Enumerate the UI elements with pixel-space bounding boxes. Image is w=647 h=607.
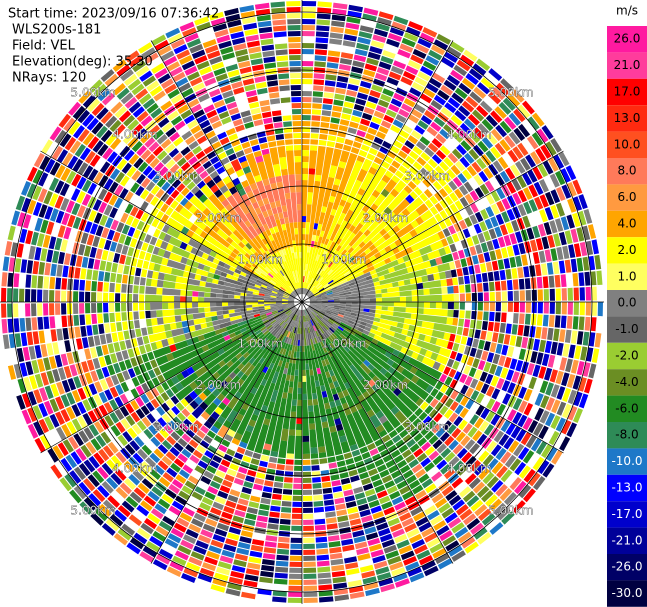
colorbar-label: 10.0: [614, 137, 641, 151]
colorbar-label: 6.0: [617, 190, 636, 204]
ring-label: 4.00km: [112, 462, 157, 476]
ring-label: 3.00km: [405, 420, 450, 434]
colorbar-label: 17.0: [614, 85, 641, 99]
ring-label: 1.00km: [321, 336, 366, 350]
colorbar-swatch: [607, 237, 647, 264]
ring-label: 5.00km: [71, 86, 116, 100]
range-grid: [0, 0, 604, 604]
colorbar-swatch: [607, 52, 647, 79]
colorbar-swatch: [607, 448, 647, 475]
colorbar-swatch: [607, 316, 647, 343]
colorbar-swatch: [607, 210, 647, 238]
ring-label: 5.00km: [488, 503, 533, 517]
colorbar-swatch: [607, 158, 647, 185]
ring-label: 2.00km: [196, 211, 241, 225]
colorbar-label: -1.0: [615, 322, 638, 336]
colorbar-label: -2.0: [615, 349, 638, 363]
colorbar-label: 1.0: [617, 269, 636, 283]
ring-label: 5.00km: [488, 86, 533, 100]
colorbar-swatch: [607, 395, 647, 422]
ring-label: 3.00km: [405, 169, 450, 183]
ring-label: 3.00km: [154, 169, 199, 183]
colorbar-swatch: [607, 78, 647, 106]
ring-label: 4.00km: [112, 127, 157, 141]
colorbar-swatch: [607, 263, 647, 290]
header-line: Start time: 2023/09/16 07:36:42: [8, 7, 219, 22]
colorbar-label: 4.0: [617, 217, 636, 231]
colorbar-swatch: [607, 342, 647, 370]
colorbar-swatch: [607, 527, 647, 554]
colorbar-label: 26.0: [614, 32, 641, 46]
radar-cells: [2, 5, 604, 597]
colorbar-swatch: [607, 580, 647, 607]
colorbar-label: -4.0: [615, 375, 638, 389]
colorbar-swatch: [607, 105, 647, 132]
radar-cells: [29, 1, 600, 593]
header-line: WLS200s-181: [12, 23, 101, 38]
radar-cells: [19, 7, 602, 591]
colorbar-label: -17.0: [611, 507, 642, 521]
ring-label: 3.00km: [154, 420, 199, 434]
ring-label: 5.00km: [71, 503, 116, 517]
colorbar-label: 21.0: [614, 58, 641, 72]
colorbar-label: -13.0: [611, 481, 642, 495]
colorbar-label: 13.0: [614, 111, 641, 125]
colorbar-swatch: [607, 554, 647, 581]
ring-label: 2.00km: [363, 378, 408, 392]
colorbar-label: -21.0: [611, 533, 642, 547]
azimuth-line: [150, 40, 454, 564]
ring-label: 4.00km: [446, 127, 491, 141]
radar-cells: [2, 32, 593, 597]
colorbar: m/s 26.0 21.0 17.0 13.0 10.0 8.0 6.0 4.0 2.0 1.0 0.…: [607, 4, 647, 607]
colorbar-swatch: [607, 422, 647, 449]
ring-label: 2.00km: [196, 378, 241, 392]
ring-label: 1.00km: [238, 253, 283, 267]
colorbar-swatch: [607, 184, 647, 211]
ring-label: 2.00km: [363, 211, 408, 225]
ring-label: 4.00km: [446, 462, 491, 476]
header-line: NRays: 120: [12, 71, 86, 86]
colorbar-unit: m/s: [616, 4, 638, 18]
colorbar-swatch: [607, 131, 647, 158]
colorbar-swatch: [607, 474, 647, 502]
colorbar-swatch: [607, 369, 647, 396]
radar-field: [1, 1, 604, 603]
colorbar-label: -8.0: [615, 428, 638, 442]
colorbar-swatch: [607, 26, 647, 53]
colorbar-label: 8.0: [617, 164, 636, 178]
colorbar-swatch: [607, 290, 647, 317]
colorbar-label: -6.0: [615, 401, 638, 415]
header-line: Field: VEL: [12, 39, 76, 54]
colorbar-label: -30.0: [611, 586, 642, 600]
ring-label: 1.00km: [238, 336, 283, 350]
colorbar-label: -26.0: [611, 560, 642, 574]
colorbar-label: 0.0: [617, 296, 636, 310]
header-line: Elevation(deg): 35.30: [12, 55, 153, 70]
labels: 1.00km 1.00km 1.00km 1.00km 2.00km 2.00km 2.00…: [8, 7, 534, 518]
colorbar-swatch: [607, 501, 647, 528]
colorbar-label: -10.0: [611, 454, 642, 468]
colorbar-label: 2.0: [617, 243, 636, 257]
ring-label: 1.00km: [321, 253, 366, 267]
radar-cells: [33, 25, 587, 600]
